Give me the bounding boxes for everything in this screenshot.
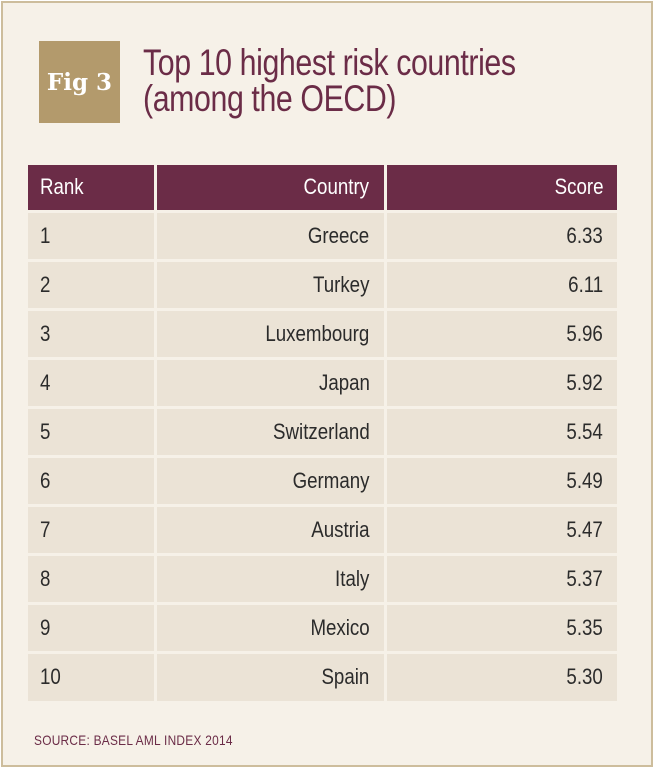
- table-row: 2 Turkey 6.11: [28, 258, 617, 309]
- table-row: 3 Luxembourg 5.96: [28, 307, 617, 358]
- figure-badge: Fig 3: [39, 41, 120, 123]
- rank-cell: 6: [28, 454, 157, 505]
- table-header-row: Rank Country Score: [28, 165, 617, 211]
- score-cell: 5.49: [385, 454, 617, 505]
- country-cell: Italy: [155, 552, 387, 603]
- country-cell: Japan: [155, 356, 387, 407]
- rank-cell: 4: [28, 356, 157, 407]
- table-row: 9 Mexico 5.35: [28, 601, 617, 652]
- country-cell: Turkey: [155, 258, 387, 309]
- figure-title-line1: Top 10 highest risk countries: [143, 42, 516, 83]
- header-rank: Rank: [28, 165, 157, 211]
- rank-cell: 1: [28, 209, 157, 260]
- rank-cell: 2: [28, 258, 157, 309]
- score-cell: 5.37: [385, 552, 617, 603]
- source-note: SOURCE: BASEL AML INDEX 2014: [34, 732, 233, 748]
- rank-cell: 5: [28, 405, 157, 456]
- score-cell: 5.35: [385, 601, 617, 652]
- score-cell: 5.54: [385, 405, 617, 456]
- table-row: 8 Italy 5.37: [28, 552, 617, 603]
- rank-cell: 10: [28, 650, 157, 701]
- score-cell: 5.47: [385, 503, 617, 554]
- country-cell: Greece: [155, 209, 387, 260]
- rank-cell: 7: [28, 503, 157, 554]
- figure-title: Top 10 highest risk countries (among the…: [143, 42, 553, 119]
- risk-table: Rank Country Score 1 Greece 6.33 2 Turke…: [28, 165, 617, 701]
- score-cell: 6.33: [385, 209, 617, 260]
- country-cell: Switzerland: [155, 405, 387, 456]
- score-cell: 6.11: [385, 258, 617, 309]
- country-cell: Mexico: [155, 601, 387, 652]
- country-cell: Austria: [155, 503, 387, 554]
- score-cell: 5.96: [385, 307, 617, 358]
- figure-title-line2: (among the OECD): [143, 78, 397, 119]
- country-cell: Germany: [155, 454, 387, 505]
- table-row: 4 Japan 5.92: [28, 356, 617, 407]
- score-cell: 5.30: [385, 650, 617, 701]
- table-row: 1 Greece 6.33: [28, 209, 617, 260]
- header-score: Score: [385, 165, 617, 211]
- score-cell: 5.92: [385, 356, 617, 407]
- country-cell: Luxembourg: [155, 307, 387, 358]
- table-row: 5 Switzerland 5.54: [28, 405, 617, 456]
- header-country: Country: [155, 165, 387, 211]
- table-row: 6 Germany 5.49: [28, 454, 617, 505]
- rank-cell: 8: [28, 552, 157, 603]
- table-row: 7 Austria 5.47: [28, 503, 617, 554]
- country-cell: Spain: [155, 650, 387, 701]
- rank-cell: 9: [28, 601, 157, 652]
- table-row: 10 Spain 5.30: [28, 650, 617, 701]
- rank-cell: 3: [28, 307, 157, 358]
- figure-badge-label: Fig 3: [46, 68, 113, 96]
